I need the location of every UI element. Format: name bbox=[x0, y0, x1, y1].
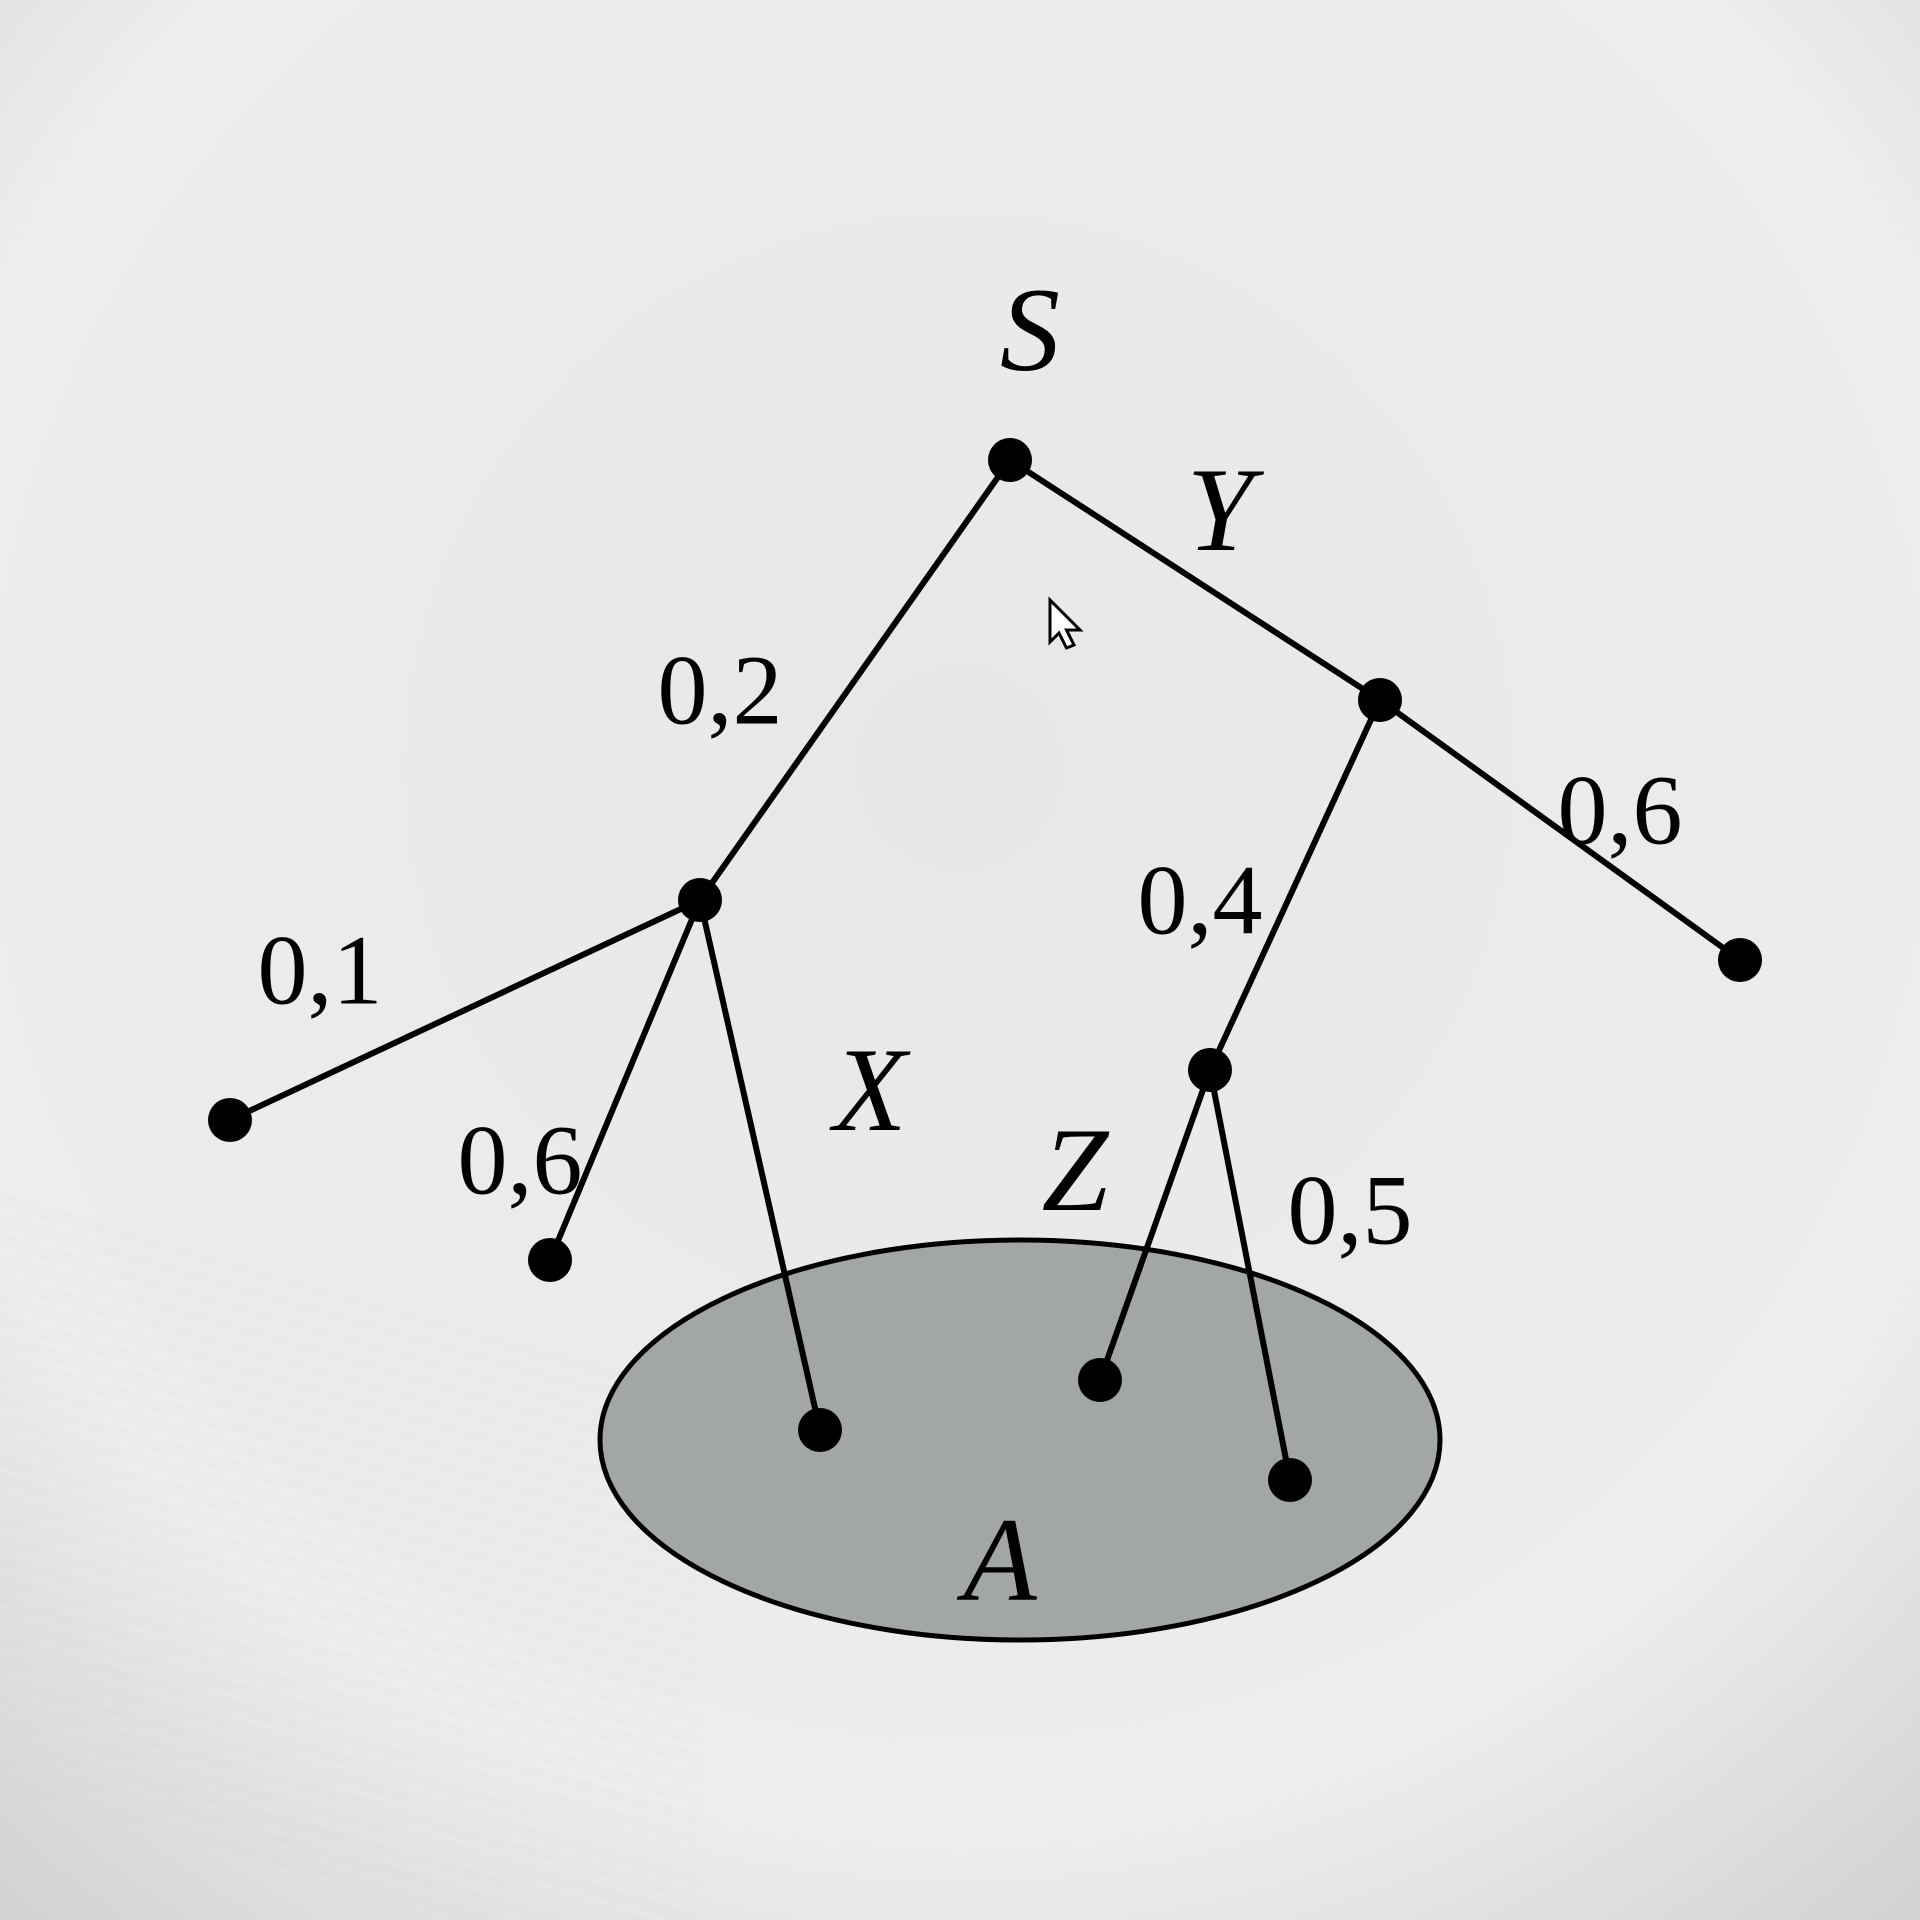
node-label-S: S bbox=[1000, 261, 1060, 399]
node-label-Y: Y bbox=[1187, 441, 1254, 579]
edge-label-X-X_mid: 0,6 bbox=[458, 1103, 583, 1218]
region-label-A: A bbox=[963, 1491, 1036, 1629]
node-label-X: X bbox=[833, 1021, 906, 1159]
node-label-Z: Z bbox=[1042, 1101, 1109, 1239]
edge-label-X-X_left: 0,1 bbox=[258, 913, 383, 1028]
edge-label-Z-Z_rightA: 0,5 bbox=[1288, 1153, 1413, 1268]
diagram-stage: S X Y Z 0,2 0,1 0,6 0,4 0,6 0,5 A bbox=[0, 0, 1920, 1920]
edge-label-Y-Z: 0,4 bbox=[1138, 843, 1263, 958]
edge-label-Y-Y_right: 0,6 bbox=[1558, 753, 1683, 868]
edge-label-S-X: 0,2 bbox=[658, 633, 783, 748]
